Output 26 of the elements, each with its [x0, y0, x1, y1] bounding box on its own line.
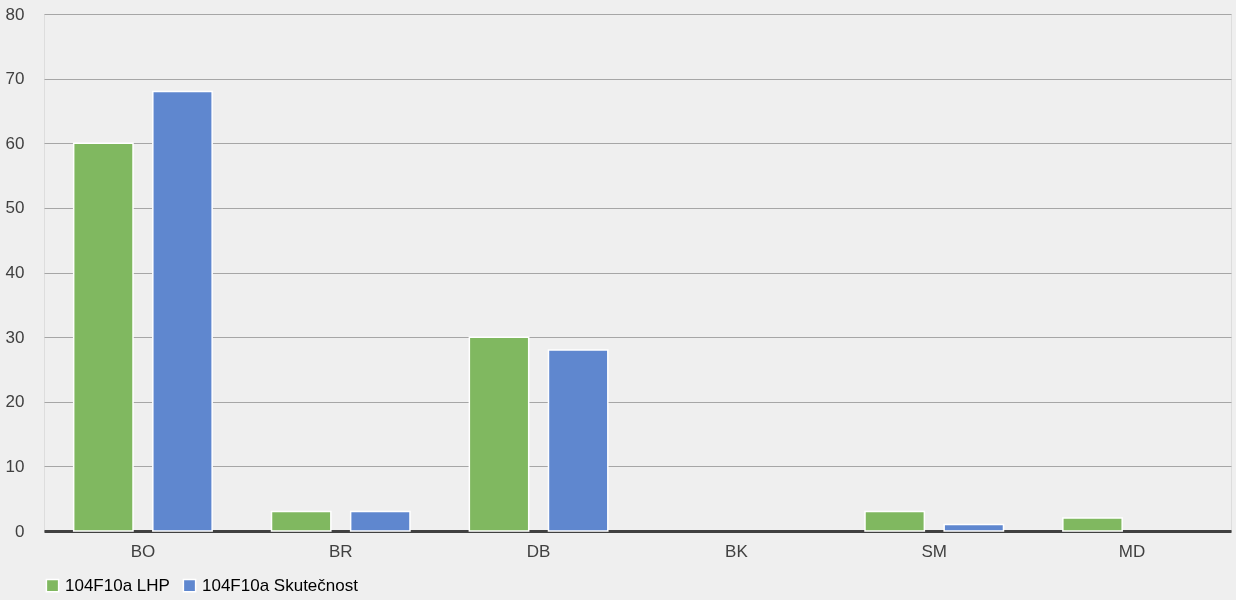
y-tick-label: 20 [5, 392, 25, 412]
y-tick-label: 30 [5, 327, 25, 347]
y-tick-label: 80 [5, 4, 25, 24]
x-tick-label: BK [725, 541, 749, 561]
legend-label: 104F10a LHP [65, 575, 170, 595]
bar [1062, 517, 1123, 532]
x-tick-label: SM [921, 541, 947, 561]
bar [349, 510, 411, 532]
y-tick-label: 10 [5, 456, 25, 476]
bar [152, 90, 213, 532]
y-tick-label: 60 [5, 133, 25, 153]
x-tick-label: DB [526, 541, 551, 561]
x-tick-label: BR [328, 541, 353, 561]
legend-label: 104F10a Skutečnost [202, 575, 359, 595]
bar [72, 142, 134, 532]
bar [468, 336, 530, 532]
y-tick-label: 0 [15, 521, 25, 541]
x-tick-label: BO [130, 541, 156, 561]
bar [547, 349, 609, 532]
bar [864, 510, 926, 532]
y-tick-label: 40 [5, 263, 25, 282]
y-tick-label: 70 [5, 69, 25, 89]
bar [943, 523, 1005, 532]
bar [270, 510, 332, 532]
y-tick-label: 50 [5, 198, 25, 218]
x-tick-label: MD [1118, 541, 1146, 561]
